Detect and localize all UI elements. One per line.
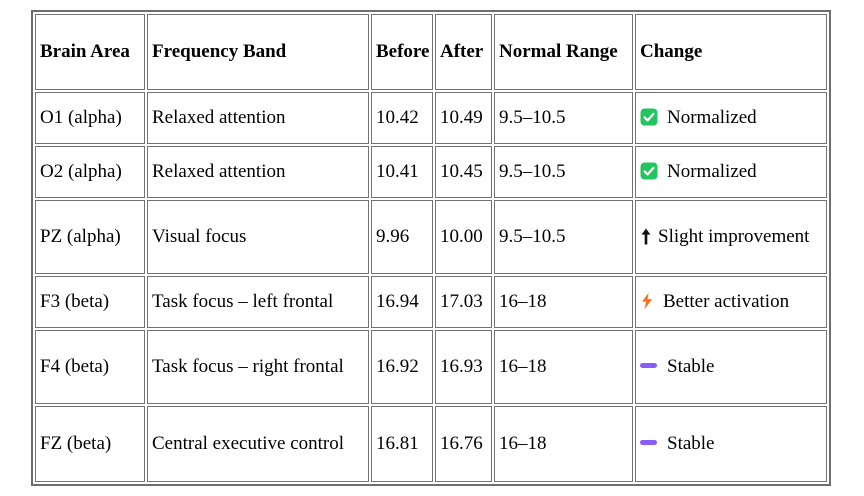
change-label: Normalized (667, 107, 757, 129)
cell-normal-range: 9.5–10.5 (494, 92, 633, 144)
table-row: F4 (beta) Task focus – right frontal 16.… (35, 330, 827, 404)
change-label: Better activation (663, 291, 790, 313)
change-label: Normalized (667, 161, 757, 183)
cell-change: Better activation (635, 276, 827, 328)
cell-normal-range: 16–18 (494, 276, 633, 328)
cell-before: 10.41 (371, 146, 433, 198)
lightning-icon (640, 292, 654, 310)
table-header-row: Brain Area Frequency Band Before After N… (35, 14, 827, 90)
cell-brain-area: PZ (alpha) (35, 200, 145, 274)
cell-frequency-band: Central executive control (147, 406, 369, 482)
cell-before: 9.96 (371, 200, 433, 274)
cell-change: Normalized (635, 92, 827, 144)
cell-brain-area: F3 (beta) (35, 276, 145, 328)
col-header-change: Change (635, 14, 827, 90)
cell-brain-area: FZ (beta) (35, 406, 145, 482)
col-header-brain-area: Brain Area (35, 14, 145, 90)
change-label: Slight improvement (658, 226, 810, 248)
cell-change: Stable (635, 406, 827, 482)
cell-change: Normalized (635, 146, 827, 198)
table-row: O2 (alpha) Relaxed attention 10.41 10.45… (35, 146, 827, 198)
table-row: PZ (alpha) Visual focus 9.96 10.00 9.5–1… (35, 200, 827, 274)
cell-before: 16.94 (371, 276, 433, 328)
col-header-after: After (435, 14, 492, 90)
cell-normal-range: 16–18 (494, 330, 633, 404)
cell-change: Stable (635, 330, 827, 404)
eeg-results-table: Brain Area Frequency Band Before After N… (31, 10, 831, 486)
cell-before: 16.92 (371, 330, 433, 404)
change-label: Stable (667, 356, 715, 378)
cell-after: 10.00 (435, 200, 492, 274)
check-icon (640, 162, 658, 180)
col-header-normal-range: Normal Range (494, 14, 633, 90)
cell-change: Slight improvement (635, 200, 827, 274)
cell-frequency-band: Relaxed attention (147, 92, 369, 144)
cell-normal-range: 9.5–10.5 (494, 200, 633, 274)
cell-brain-area: O2 (alpha) (35, 146, 145, 198)
cell-frequency-band: Task focus – left frontal (147, 276, 369, 328)
col-header-frequency-band: Frequency Band (147, 14, 369, 90)
table-row: F3 (beta) Task focus – left frontal 16.9… (35, 276, 827, 328)
cell-frequency-band: Task focus – right frontal (147, 330, 369, 404)
table-row: O1 (alpha) Relaxed attention 10.42 10.49… (35, 92, 827, 144)
col-header-before: Before (371, 14, 433, 90)
cell-before: 10.42 (371, 92, 433, 144)
cell-after: 10.49 (435, 92, 492, 144)
cell-normal-range: 16–18 (494, 406, 633, 482)
cell-frequency-band: Relaxed attention (147, 146, 369, 198)
cell-before: 16.81 (371, 406, 433, 482)
arrow-up-icon (640, 228, 652, 245)
cell-frequency-band: Visual focus (147, 200, 369, 274)
cell-brain-area: O1 (alpha) (35, 92, 145, 144)
cell-after: 17.03 (435, 276, 492, 328)
cell-normal-range: 9.5–10.5 (494, 146, 633, 198)
change-label: Stable (667, 433, 715, 455)
cell-after: 16.76 (435, 406, 492, 482)
cell-brain-area: F4 (beta) (35, 330, 145, 404)
cell-after: 10.45 (435, 146, 492, 198)
check-icon (640, 108, 658, 126)
cell-after: 16.93 (435, 330, 492, 404)
minus-icon (640, 440, 657, 446)
minus-icon (640, 363, 657, 369)
table-row: FZ (beta) Central executive control 16.8… (35, 406, 827, 482)
